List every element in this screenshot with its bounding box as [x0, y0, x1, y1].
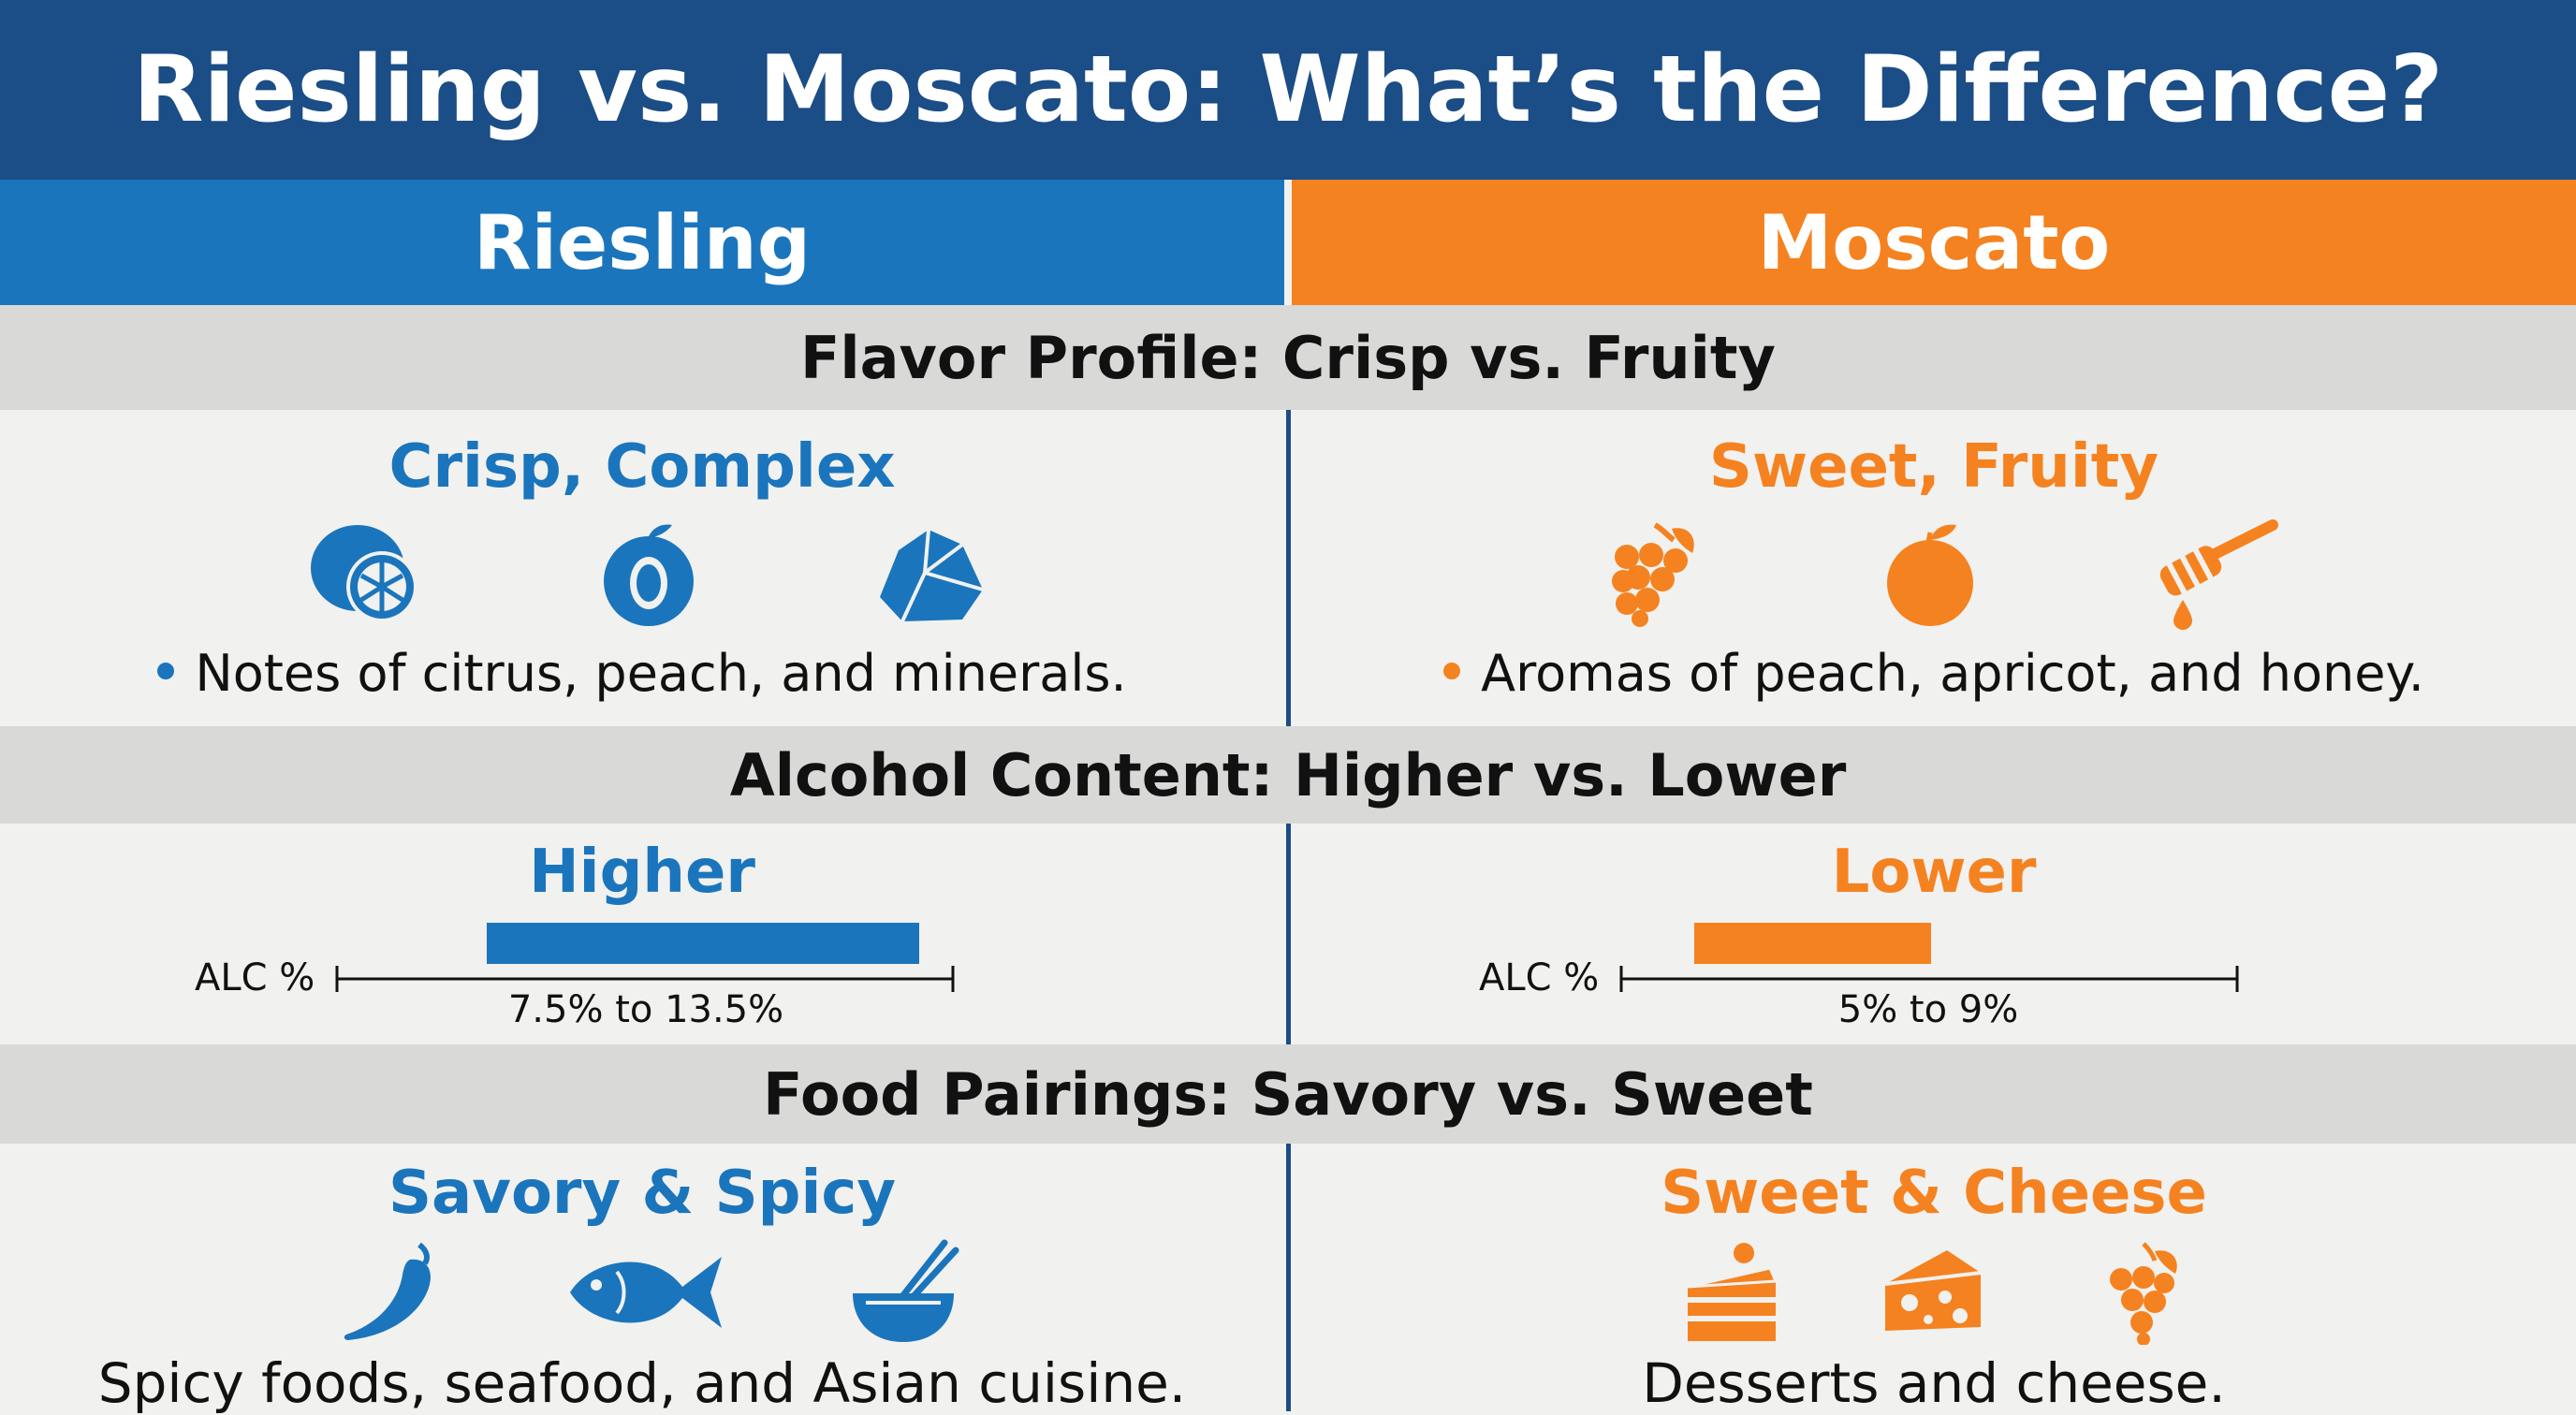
flavor-note-moscato-text: Aromas of peach, apricot, and honey.	[1481, 644, 2424, 703]
grapes-icon	[2110, 1242, 2177, 1345]
food-note-riesling: Spicy foods, seafood, and Asian cuisine.	[97, 1351, 1187, 1415]
mineral-rock-icon	[880, 529, 984, 622]
column-divider	[1286, 824, 1291, 1044]
section-heading-alcohol: Alcohol Content: Higher vs. Lower	[0, 726, 2576, 824]
alcohol-range-bar-moscato	[1694, 923, 1931, 964]
alcohol-bar-moscato	[1619, 923, 2239, 992]
flavor-note-riesling: Notes of citrus, peach, and minerals.	[0, 644, 1284, 703]
alcohol-range-bar-riesling	[487, 923, 919, 964]
column-header-gap	[1284, 180, 1292, 305]
noodle-bowl-icon	[853, 1239, 959, 1342]
section-heading-flavor: Flavor Profile: Crisp vs. Fruity	[0, 305, 2576, 410]
alcohol-subhead-moscato: Lower	[1831, 838, 2037, 907]
food-subhead-moscato: Sweet & Cheese	[1661, 1159, 2207, 1228]
cake-slice-icon	[1687, 1243, 1778, 1341]
fish-icon	[570, 1257, 722, 1328]
honey-dipper-icon	[2159, 519, 2278, 630]
bullet-dot	[157, 663, 175, 680]
cheese-icon	[1884, 1250, 1982, 1331]
alcohol-axis-label-riesling: ALC %	[195, 956, 315, 999]
alcohol-subhead-riesling: Higher	[529, 838, 755, 907]
column-divider	[1286, 410, 1291, 726]
column-header-moscato: Moscato	[1292, 180, 2576, 305]
column-header-riesling: Riesling	[0, 180, 1284, 305]
column-divider	[1286, 1144, 1291, 1411]
peach-icon	[604, 524, 694, 626]
flavor-subhead-riesling: Crisp, Complex	[388, 432, 896, 502]
alcohol-range-riesling: 7.5% to 13.5%	[507, 988, 784, 1031]
chili-pepper-icon	[344, 1242, 431, 1340]
flavor-note-moscato: Aromas of peach, apricot, and honey.	[1292, 644, 2576, 703]
citrus-icon	[311, 525, 417, 622]
alcohol-bar-riesling	[335, 923, 955, 992]
page-title: Riesling vs. Moscato: What’s the Differe…	[133, 36, 2443, 143]
section-heading-food: Food Pairings: Savory vs. Sweet	[0, 1044, 2576, 1144]
grapes-icon	[1612, 522, 1694, 627]
flavor-subhead-moscato: Sweet, Fruity	[1708, 432, 2159, 502]
flavor-note-riesling-text: Notes of citrus, peach, and minerals.	[195, 644, 1127, 703]
title-bar: Riesling vs. Moscato: What’s the Differe…	[0, 0, 2576, 180]
food-note-moscato: Desserts and cheese.	[1642, 1351, 2226, 1415]
alcohol-axis-label-moscato: ALC %	[1479, 956, 1600, 999]
apricot-icon	[1887, 524, 1973, 626]
alcohol-range-moscato: 5% to 9%	[1837, 988, 2019, 1031]
bullet-dot	[1443, 663, 1461, 680]
food-subhead-riesling: Savory & Spicy	[388, 1159, 897, 1228]
